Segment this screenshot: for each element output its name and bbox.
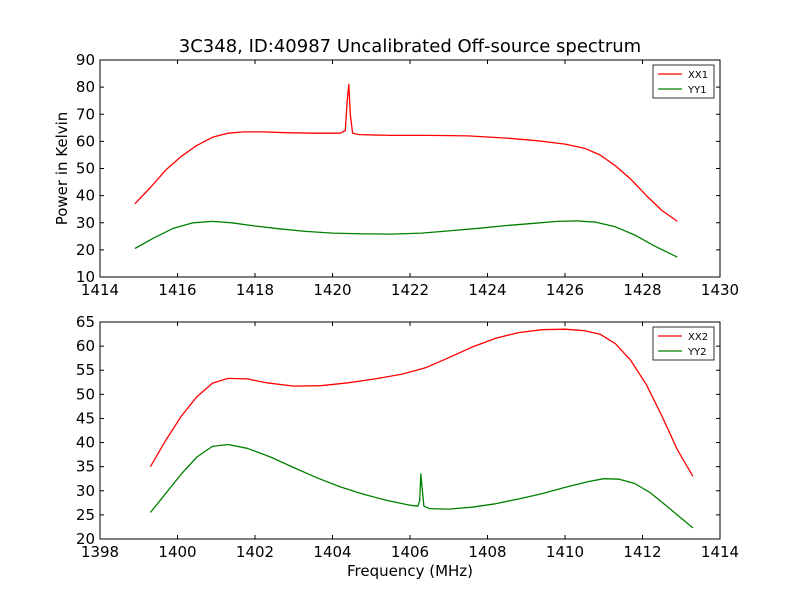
x-tick-label: 1428 bbox=[623, 281, 661, 299]
y-axis-label: Power in Kelvin bbox=[53, 112, 71, 226]
x-tick-label: 1430 bbox=[701, 281, 739, 299]
legend-label-xx1: XX1 bbox=[688, 70, 708, 81]
plot-panel-2: 1398 1400 1402 1404 1406 1408 1410 1412 1414 20 25… bbox=[76, 313, 739, 580]
y-tick-label: 35 bbox=[76, 458, 95, 476]
y-tick-label: 10 bbox=[76, 268, 95, 286]
x-tick-label: 1406 bbox=[391, 543, 429, 561]
legend-label-xx2: XX2 bbox=[688, 332, 708, 343]
y-tick-label: 25 bbox=[76, 506, 95, 524]
x-tick-label: 1414 bbox=[701, 543, 739, 561]
legend-label-yy2: YY2 bbox=[687, 347, 707, 358]
x-tick-label: 1426 bbox=[546, 281, 584, 299]
x-tick-label: 1402 bbox=[236, 543, 274, 561]
x-tick-label: 1414 bbox=[81, 281, 119, 299]
legend-label-yy1: YY1 bbox=[687, 85, 707, 96]
series-line-yy2 bbox=[149, 443, 694, 529]
x-tick-label: 1412 bbox=[623, 543, 661, 561]
legend-box bbox=[652, 64, 715, 99]
x-tick-label: 1408 bbox=[468, 543, 506, 561]
y-tick-label: 70 bbox=[76, 105, 95, 123]
y-tick-label: 40 bbox=[76, 187, 95, 205]
x-tick-label: 1418 bbox=[236, 281, 274, 299]
y-tick-label: 50 bbox=[76, 160, 95, 178]
series-line-xx2 bbox=[149, 328, 694, 477]
x-tick-label: 1410 bbox=[546, 543, 584, 561]
x-tick-label: 1422 bbox=[391, 281, 429, 299]
x-tick-label: 1420 bbox=[313, 281, 351, 299]
y-tick-label: 90 bbox=[76, 51, 95, 69]
y-tick-label: 40 bbox=[76, 434, 95, 452]
chart-title: 3C348, ID:40987 Uncalibrated Off-source … bbox=[179, 36, 641, 57]
y-tick-label: 30 bbox=[76, 214, 95, 232]
y-tick-label: 60 bbox=[76, 337, 95, 355]
y-tick-label: 80 bbox=[76, 78, 95, 96]
x-tick-label: 1424 bbox=[468, 281, 506, 299]
y-tick-label: 50 bbox=[76, 385, 95, 403]
y-tick-label: 55 bbox=[76, 361, 95, 379]
x-tick-label: 1398 bbox=[81, 543, 119, 561]
y-tick-label: 30 bbox=[76, 482, 95, 500]
y-tick-label: 20 bbox=[76, 241, 95, 259]
y-tick-label: 60 bbox=[76, 132, 95, 150]
y-tick-label: 65 bbox=[76, 313, 95, 331]
legend-box bbox=[652, 326, 715, 361]
x-tick-label: 1404 bbox=[313, 543, 351, 561]
x-tick-label: 1416 bbox=[158, 281, 196, 299]
series-line-xx1 bbox=[134, 83, 678, 222]
plot-panel-1: 1414 1416 1418 1420 1422 1424 1426 1428 1430 10 20… bbox=[53, 51, 739, 299]
y-tick-label: 45 bbox=[76, 409, 95, 427]
x-tick-label: 1400 bbox=[158, 543, 196, 561]
x-axis-label: Frequency (MHz) bbox=[347, 562, 473, 580]
series-line-yy1 bbox=[134, 220, 678, 258]
y-tick-label: 20 bbox=[76, 530, 95, 548]
